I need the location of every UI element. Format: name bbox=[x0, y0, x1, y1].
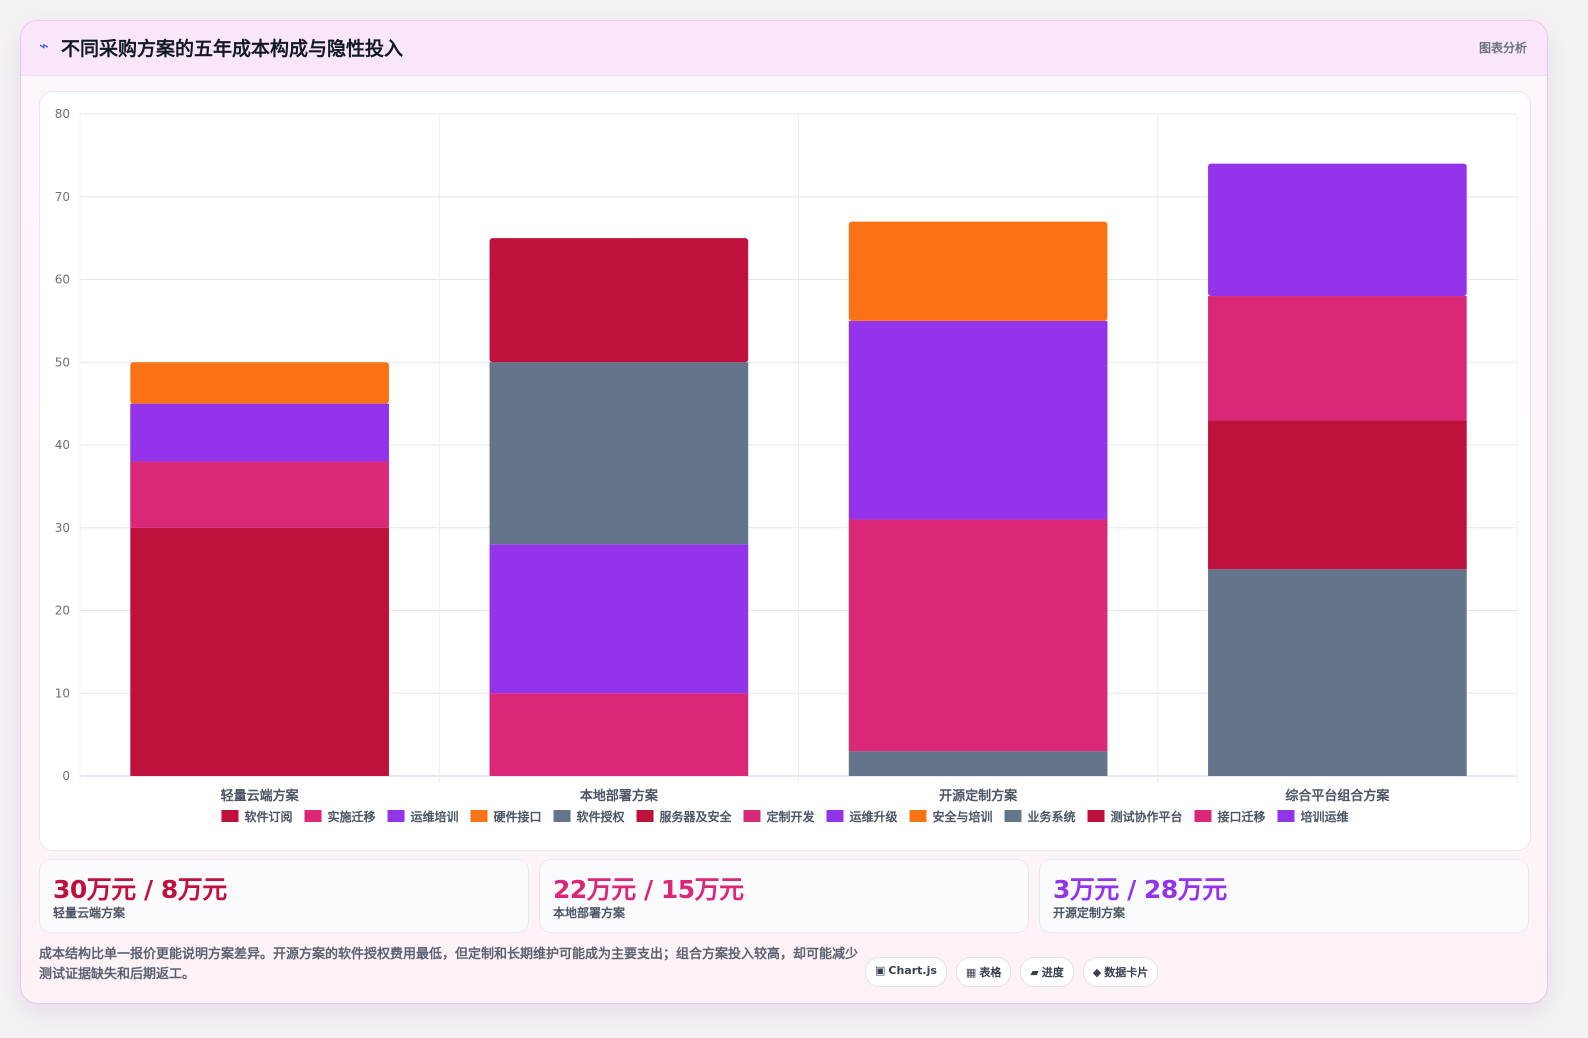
y-tick-label: 40 bbox=[55, 438, 70, 452]
stacked-bar-chart: 0 10 20 30 40 50 60 70 80 轻量云端方案 本地部署方案 开源定制方案 综合平台组… bbox=[55, 107, 1518, 824]
bar-segment bbox=[1208, 163, 1467, 297]
legend-swatch bbox=[1004, 810, 1022, 822]
legend-swatch bbox=[553, 810, 571, 822]
y-tick-label: 50 bbox=[55, 355, 70, 369]
tag-label: 数据卡片 bbox=[1104, 966, 1149, 979]
legend-label: 定制开发 bbox=[767, 809, 816, 824]
y-tick-label: 80 bbox=[55, 107, 70, 121]
bar-segment bbox=[489, 362, 749, 545]
legend-swatch bbox=[387, 810, 405, 822]
legend-label: 软件订阅 bbox=[245, 809, 293, 824]
bar-segment bbox=[848, 221, 1108, 321]
progress-icon: ▰ bbox=[1030, 966, 1039, 979]
tag-label: Chart.js bbox=[888, 964, 937, 977]
bar-segment bbox=[130, 527, 389, 776]
legend-label: 实施迁移 bbox=[328, 809, 376, 824]
x-tick-label: 本地部署方案 bbox=[580, 788, 659, 804]
bar-segment bbox=[848, 751, 1108, 776]
tag-label: 表格 bbox=[979, 966, 1002, 979]
bar-segment bbox=[848, 519, 1108, 752]
legend-swatch bbox=[1087, 810, 1105, 822]
legend-label: 测试协作平台 bbox=[1111, 809, 1183, 824]
stat-value: 22万元 / 15万元 bbox=[553, 875, 744, 904]
bar-segment bbox=[489, 238, 749, 363]
legend-label: 业务系统 bbox=[1028, 809, 1076, 824]
x-tick-label: 开源定制方案 bbox=[939, 788, 1018, 804]
stat-label: 本地部署方案 bbox=[553, 906, 626, 920]
card-header: ⌁ 不同采购方案的五年成本构成与隐性投入 图表分析 bbox=[21, 21, 1547, 76]
tag-chartjs[interactable]: ▣ Chart.js bbox=[865, 957, 947, 987]
page-title: 不同采购方案的五年成本构成与隐性投入 bbox=[61, 38, 404, 60]
bar-segment bbox=[1208, 296, 1467, 421]
legend-swatch bbox=[1194, 810, 1212, 822]
x-tick-label: 综合平台组合方案 bbox=[1285, 788, 1390, 804]
summary-note: 成本结构比单一报价更能说明方案差异。开源方案的软件授权费用最低，但定制和长期维护… bbox=[39, 947, 859, 982]
legend-label: 软件授权 bbox=[577, 809, 626, 824]
y-tick-label: 20 bbox=[55, 604, 70, 618]
lightning-icon: ⌁ bbox=[39, 36, 49, 55]
legend-swatch bbox=[304, 810, 322, 822]
legend-label: 运维升级 bbox=[850, 809, 898, 824]
legend-swatch bbox=[826, 810, 844, 822]
legend-label: 运维培训 bbox=[411, 809, 459, 824]
table-icon: ▦ bbox=[965, 966, 977, 979]
y-tick-label: 0 bbox=[62, 769, 70, 783]
tag-label: 进度 bbox=[1041, 966, 1064, 979]
legend-label: 硬件接口 bbox=[494, 809, 542, 824]
y-tick-label: 70 bbox=[55, 190, 70, 204]
stat-label: 轻量云端方案 bbox=[53, 906, 126, 920]
chart-panel: 0 10 20 30 40 50 60 70 80 轻量云端方案 本地部署方案 开源定制方案 综合平台组… bbox=[39, 91, 1531, 851]
stat-value: 3万元 / 28万元 bbox=[1053, 875, 1227, 904]
bar-segment bbox=[1208, 420, 1467, 570]
tag-list: ▣ Chart.js ▦ 表格 ▰ 进度 ◆ 数据卡片 bbox=[865, 957, 1159, 987]
stat-card-cloud: 30万元 / 8万元 轻量云端方案 bbox=[39, 859, 529, 933]
legend-swatch bbox=[909, 810, 927, 822]
chart-analysis-link[interactable]: 图表分析 bbox=[1478, 41, 1527, 55]
stat-card-onprem: 22万元 / 15万元 本地部署方案 bbox=[539, 859, 1029, 933]
x-tick-label: 轻量云端方案 bbox=[221, 788, 300, 804]
bar-segment bbox=[489, 544, 749, 694]
bar-segment bbox=[130, 461, 389, 528]
legend-label: 培训运维 bbox=[1301, 809, 1349, 824]
stat-value: 30万元 / 8万元 bbox=[53, 875, 227, 904]
legend-swatch bbox=[636, 810, 654, 822]
chart-card: ⌁ 不同采购方案的五年成本构成与隐性投入 图表分析 0 10 20 30 40 50 60 7… bbox=[20, 20, 1548, 1004]
bar-segment bbox=[489, 693, 749, 776]
chart-icon: ▣ bbox=[875, 964, 886, 977]
legend-swatch bbox=[1277, 810, 1295, 822]
legend-label: 服务器及安全 bbox=[660, 809, 733, 824]
legend-swatch bbox=[221, 810, 239, 822]
stat-card-opensource: 3万元 / 28万元 开源定制方案 bbox=[1039, 859, 1529, 933]
tag-data-card[interactable]: ◆ 数据卡片 bbox=[1082, 957, 1159, 987]
bar-segment bbox=[130, 403, 389, 462]
legend-label: 接口迁移 bbox=[1218, 809, 1266, 824]
bar-segment bbox=[130, 362, 389, 404]
tag-progress[interactable]: ▰ 进度 bbox=[1020, 957, 1074, 987]
bar-segment bbox=[1208, 569, 1467, 776]
legend-label: 安全与培训 bbox=[933, 809, 993, 824]
y-tick-label: 30 bbox=[55, 521, 70, 535]
legend-swatch bbox=[470, 810, 488, 822]
y-tick-label: 10 bbox=[55, 686, 70, 700]
stat-label: 开源定制方案 bbox=[1053, 906, 1126, 920]
card-icon: ◆ bbox=[1092, 966, 1102, 979]
y-tick-label: 60 bbox=[55, 273, 70, 287]
bar-segment bbox=[848, 320, 1108, 520]
legend-swatch bbox=[743, 810, 761, 822]
tag-table[interactable]: ▦ 表格 bbox=[955, 957, 1012, 987]
